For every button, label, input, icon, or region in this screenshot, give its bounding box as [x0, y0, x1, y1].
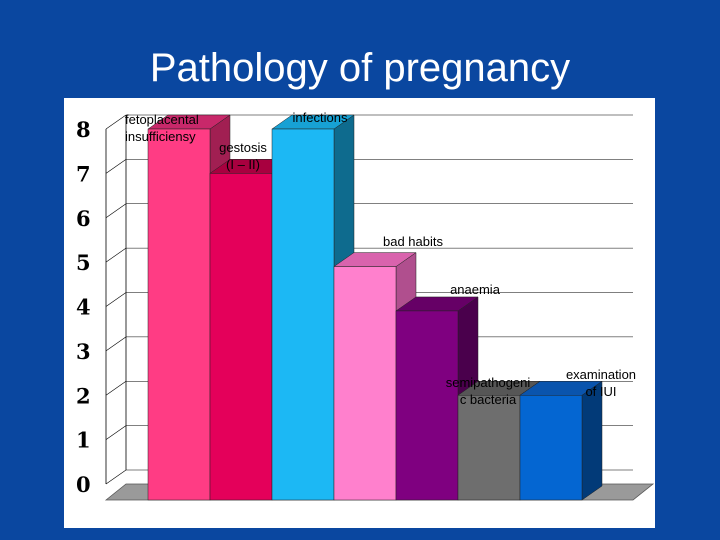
gridline-side [105, 425, 127, 440]
bar-side [581, 380, 603, 501]
bar-label: gestosis [219, 140, 267, 155]
bar-label: of IUI [585, 384, 616, 399]
bar [271, 128, 335, 501]
bar-label: semipathogeni [446, 375, 531, 390]
bar-label: bad habits [383, 234, 443, 249]
bar [209, 173, 273, 501]
bar-label: (I – II) [226, 157, 260, 172]
bar-label: c bacteria [460, 392, 517, 407]
bar-label: examination [566, 367, 636, 382]
bar-label: fetoplacental [125, 112, 199, 127]
chart-panel: 0 1 2 3 4 5 6 7 8 fetoplacental insufficiensy gesto… [64, 98, 655, 528]
bar [519, 395, 583, 501]
bar [333, 266, 397, 501]
gridline-side [105, 159, 127, 174]
y-tick-label: 8 [76, 117, 91, 142]
y-tick-label: 4 [76, 295, 91, 320]
gridline-side [105, 292, 127, 307]
y-tick-label: 5 [76, 250, 91, 275]
gridline-side [105, 381, 127, 396]
bar [147, 128, 211, 501]
y-tick-label: 2 [76, 383, 91, 408]
bar [457, 395, 521, 501]
bar-label: infections [293, 110, 348, 125]
bar-chart: 0 1 2 3 4 5 6 7 8 fetoplacental insufficiensy gesto… [76, 110, 655, 501]
gridline-side [105, 203, 127, 218]
bar [395, 310, 459, 501]
bar-label: insufficiensy [125, 129, 196, 144]
slide-title: Pathology of pregnancy [149, 46, 571, 90]
gridline-side [105, 336, 127, 352]
y-tick-label: 3 [76, 339, 91, 364]
y-tick-label: 0 [76, 472, 91, 497]
gridline-side [105, 247, 127, 263]
y-tick-label: 1 [76, 428, 91, 453]
gridline-side [105, 469, 127, 485]
gridline-side [105, 114, 127, 130]
bar-label: anaemia [450, 282, 501, 297]
y-tick-label: 6 [76, 206, 91, 231]
y-tick-label: 7 [76, 161, 91, 186]
